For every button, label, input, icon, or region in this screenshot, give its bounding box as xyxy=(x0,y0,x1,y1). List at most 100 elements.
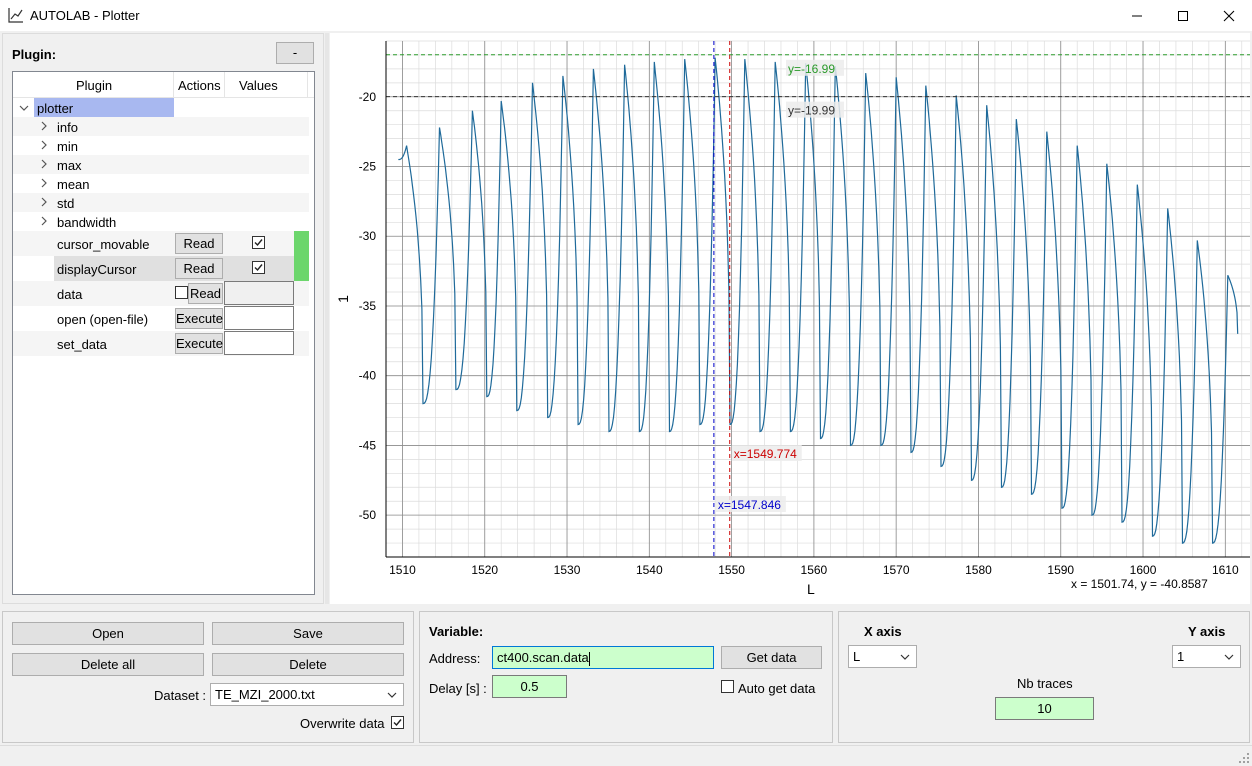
coordinate-readout: x = 1501.74, y = -40.8587 xyxy=(1071,577,1208,591)
y-tick-label: -50 xyxy=(359,508,377,522)
read-button[interactable]: Read xyxy=(188,283,223,304)
tree-header: Plugin Actions Values xyxy=(13,72,314,98)
x-tick-label: 1610 xyxy=(1212,563,1239,577)
address-input[interactable]: ct400.scan.data xyxy=(492,646,714,669)
splitter-handle[interactable] xyxy=(325,33,329,604)
chevron-right-icon[interactable] xyxy=(39,216,49,226)
chevron-down-icon xyxy=(1224,654,1234,660)
x-tick-label: 1570 xyxy=(883,563,910,577)
x-axis-select[interactable]: L xyxy=(848,645,917,668)
save-button[interactable]: Save xyxy=(212,622,404,645)
data-trace xyxy=(398,57,1239,544)
delete-button[interactable]: Delete xyxy=(212,653,404,676)
plugin-label: Plugin: xyxy=(12,47,57,62)
checkmark-icon xyxy=(254,239,263,247)
execute-button[interactable]: Execute xyxy=(175,333,223,354)
y-tick-label: -25 xyxy=(359,160,377,174)
plugin-panel: Plugin: - Plugin Actions Values plotter … xyxy=(2,33,324,604)
y-axis-title: Y axis xyxy=(1188,624,1226,639)
y-tick-label: -35 xyxy=(359,299,377,313)
text-caret xyxy=(588,651,590,666)
chevron-right-icon[interactable] xyxy=(39,159,49,169)
delete-all-button[interactable]: Delete all xyxy=(12,653,204,676)
open-button[interactable]: Open xyxy=(12,622,204,645)
collapse-button[interactable]: - xyxy=(276,42,314,64)
delay-label: Delay [s] : xyxy=(429,681,487,696)
chevron-right-icon[interactable] xyxy=(39,178,49,188)
tree-item-cursor-movable[interactable]: cursor_movable Read xyxy=(13,231,309,256)
x-tick-label: 1580 xyxy=(965,563,992,577)
tree-item-label: data xyxy=(57,287,83,302)
cursor-label-y1-bg xyxy=(786,59,844,76)
tree-item-max[interactable]: max xyxy=(13,155,309,174)
chevron-right-icon[interactable] xyxy=(39,140,49,150)
status-bar xyxy=(0,745,1252,766)
chevron-right-icon[interactable] xyxy=(39,121,49,131)
tree-item-min[interactable]: min xyxy=(13,136,309,155)
tree-item-open-file[interactable]: open (open-file) Execute xyxy=(13,306,309,331)
x-tick-label: 1560 xyxy=(801,563,828,577)
close-button[interactable] xyxy=(1206,0,1252,31)
cursor-label-x1: x=1547.846 xyxy=(718,498,781,512)
dataset-value: TE_MZI_2000.txt xyxy=(215,687,315,702)
maximize-button[interactable] xyxy=(1160,0,1206,31)
tree-item-data[interactable]: data Read xyxy=(13,281,309,306)
resize-grip-icon[interactable] xyxy=(1238,752,1250,764)
overwrite-label: Overwrite data xyxy=(300,716,385,731)
checkmark-icon xyxy=(393,719,402,727)
close-icon xyxy=(1223,10,1235,21)
window-title: AUTOLAB - Plotter xyxy=(30,8,140,23)
tree-item-bandwidth[interactable]: bandwidth xyxy=(13,212,309,231)
dataset-label: Dataset : xyxy=(154,688,207,703)
header-actions[interactable]: Actions xyxy=(178,78,221,93)
read-button[interactable]: Read xyxy=(175,258,223,279)
tree-item-mean[interactable]: mean xyxy=(13,174,309,193)
chevron-down-icon[interactable] xyxy=(19,103,29,113)
auto-get-data-checkbox[interactable] xyxy=(721,680,734,693)
cursor-label-y1: y=-16.99 xyxy=(788,62,835,76)
tree-item-display-cursor[interactable]: displayCursor Read xyxy=(13,256,309,281)
minimize-icon xyxy=(1132,15,1142,16)
execute-button[interactable]: Execute xyxy=(175,308,223,329)
tree-item-label: plotter xyxy=(37,101,74,116)
data-value-box xyxy=(224,281,294,305)
read-button[interactable]: Read xyxy=(175,233,223,254)
nb-traces-input[interactable]: 10 xyxy=(995,697,1094,720)
cursor-movable-checkbox[interactable] xyxy=(252,236,265,249)
plugin-tree[interactable]: Plugin Actions Values plotter info min m… xyxy=(12,71,315,595)
delay-input[interactable]: 0.5 xyxy=(492,675,567,698)
plot-area[interactable]: y=-16.99 y=-19.99 x=1549.774 x=1547.846 151… xyxy=(330,33,1250,604)
tree-item-plotter[interactable]: plotter xyxy=(13,98,309,117)
axis-panel: X axis L Y axis 1 Nb traces 10 xyxy=(838,611,1250,743)
tree-item-label: max xyxy=(57,158,82,173)
y-tick-label: -20 xyxy=(359,90,377,104)
dataset-select[interactable]: TE_MZI_2000.txt xyxy=(210,683,404,706)
tree-item-std[interactable]: std xyxy=(13,193,309,212)
auto-get-data-label: Auto get data xyxy=(738,681,816,696)
get-data-button[interactable]: Get data xyxy=(721,646,822,669)
tree-item-label: displayCursor xyxy=(57,262,137,277)
y-axis-select[interactable]: 1 xyxy=(1172,645,1241,668)
minimize-button[interactable] xyxy=(1114,0,1160,31)
x-axis-label: L xyxy=(807,581,815,597)
x-tick-label: 1600 xyxy=(1130,563,1157,577)
file-panel: Open Save Delete all Delete Dataset : TE… xyxy=(2,611,414,743)
tree-item-set-data[interactable]: set_data Execute xyxy=(13,331,309,356)
x-tick-label: 1530 xyxy=(554,563,581,577)
chevron-right-icon[interactable] xyxy=(39,197,49,207)
open-file-value-input[interactable] xyxy=(224,306,294,330)
tree-item-info[interactable]: info xyxy=(13,117,309,136)
header-plugin[interactable]: Plugin xyxy=(76,78,113,93)
x-tick-label: 1550 xyxy=(718,563,745,577)
set-data-value-input[interactable] xyxy=(224,331,294,355)
header-values[interactable]: Values xyxy=(239,78,278,93)
tree-item-label: set_data xyxy=(57,337,107,352)
overwrite-checkbox[interactable] xyxy=(391,716,404,729)
cursor-label-y2-bg xyxy=(786,101,844,118)
display-cursor-checkbox[interactable] xyxy=(252,261,265,274)
y-tick-label: -40 xyxy=(359,369,377,383)
plot-canvas[interactable]: y=-16.99 y=-19.99 x=1549.774 x=1547.846 151… xyxy=(330,33,1250,604)
variable-title: Variable: xyxy=(429,624,484,639)
data-checkbox[interactable] xyxy=(175,286,188,299)
cursor-label-x1-bg xyxy=(715,496,786,512)
